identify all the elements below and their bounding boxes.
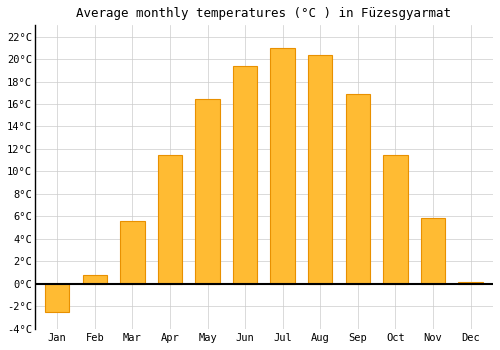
Bar xyxy=(420,218,445,284)
Title: Average monthly temperatures (°C ) in Füzesgyarmat: Average monthly temperatures (°C ) in Fü… xyxy=(76,7,452,20)
Bar xyxy=(346,94,370,284)
Bar xyxy=(270,48,295,284)
Bar xyxy=(233,66,258,284)
Bar xyxy=(458,282,482,284)
Bar xyxy=(383,155,407,284)
Bar xyxy=(82,275,107,284)
Bar xyxy=(158,155,182,284)
Bar xyxy=(120,221,144,284)
Bar xyxy=(308,55,332,284)
Bar xyxy=(196,99,220,284)
Bar xyxy=(45,284,70,312)
